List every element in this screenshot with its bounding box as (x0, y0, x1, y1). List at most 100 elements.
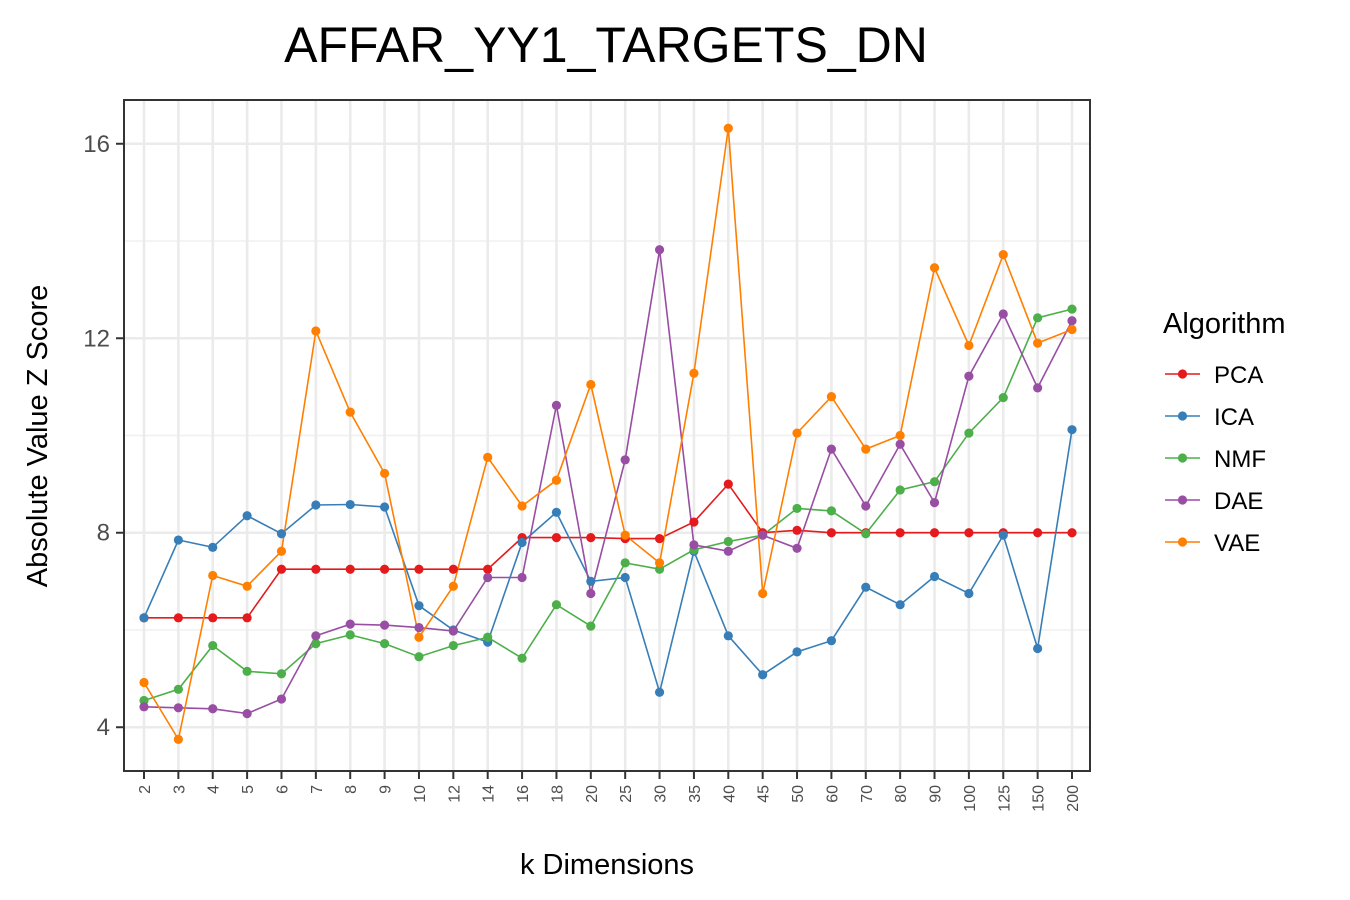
series-line-ica (143, 429, 1073, 696)
data-point-ica (929, 571, 940, 582)
data-point-nmf (895, 485, 905, 495)
legend-key-point-vae (1177, 537, 1188, 547)
x-tick-label: 70 (859, 785, 876, 803)
data-point-dae (826, 444, 837, 454)
data-point-nmf (208, 640, 218, 651)
data-point-pca (895, 528, 905, 538)
data-point-dae (998, 309, 1008, 319)
x-tick-label: 90 (928, 785, 945, 803)
chart-title: AFFAR_YY1_TARGETS_DN (284, 17, 928, 73)
x-tick-label: 125 (996, 785, 1013, 812)
x-tick-label: 25 (618, 785, 635, 803)
x-tick-label: 9 (378, 785, 395, 794)
data-point-ica (861, 582, 871, 592)
legend-label-ica: ICA (1214, 404, 1254, 431)
data-point-dae (964, 371, 974, 381)
data-point-pca (483, 564, 493, 574)
data-point-nmf (654, 564, 665, 574)
data-point-dae (929, 498, 940, 508)
x-tick-label: 50 (790, 785, 807, 803)
data-point-pca (723, 479, 733, 489)
data-point-ica (964, 588, 974, 599)
data-point-dae (620, 455, 630, 465)
data-point-pca (379, 564, 390, 574)
data-point-dae (654, 245, 665, 255)
x-tick-label: 3 (171, 785, 188, 794)
data-point-dae (792, 543, 802, 553)
data-point-nmf (826, 506, 837, 516)
data-point-vae (1067, 324, 1077, 335)
data-point-pca (586, 533, 596, 543)
x-tick-label: 5 (240, 785, 257, 794)
x-tick-label: 14 (481, 785, 498, 803)
data-point-ica (1067, 425, 1077, 435)
x-tick-label: 60 (824, 785, 841, 803)
data-point-ica (826, 636, 837, 646)
data-point-vae (414, 632, 424, 642)
data-point-ica (517, 537, 527, 548)
data-point-ica (998, 530, 1008, 540)
data-point-dae (586, 588, 596, 599)
series-line-vae (143, 128, 1073, 742)
x-tick-label: 150 (1031, 785, 1048, 812)
data-point-nmf (620, 558, 630, 568)
data-point-dae (379, 620, 390, 630)
data-point-dae (276, 694, 287, 704)
data-point-nmf (311, 639, 321, 649)
data-point-vae (586, 379, 596, 390)
data-point-nmf (586, 621, 596, 631)
data-point-vae (861, 444, 871, 454)
x-tick-label: 45 (756, 785, 773, 803)
legend-title: Algorithm (1163, 308, 1286, 340)
data-point-ica (758, 670, 768, 680)
data-point-pca (345, 564, 355, 574)
data-point-nmf (1033, 313, 1043, 323)
data-point-vae (758, 588, 768, 599)
grid-major (124, 100, 1090, 771)
x-tick-label: 8 (343, 785, 360, 794)
x-tick-label: 35 (687, 785, 704, 803)
x-tick-label: 16 (515, 785, 532, 803)
y-axis: 4 8 12 16 (83, 131, 124, 741)
x-tick-label: 100 (962, 785, 979, 812)
data-point-pca (654, 533, 665, 544)
data-point-vae (379, 468, 390, 479)
data-point-pca (276, 564, 287, 574)
x-axis-title: k Dimensions (520, 849, 694, 881)
x-tick-label: 4 (206, 785, 223, 794)
y-tick-label: 4 (97, 714, 110, 741)
x-tick-label: 40 (721, 785, 738, 803)
data-point-vae (551, 475, 562, 485)
data-point-pca (448, 564, 458, 574)
legend-key-point-pca (1177, 369, 1188, 379)
data-point-nmf (345, 630, 355, 640)
data-point-pca (414, 564, 424, 574)
grid-minor (124, 240, 1090, 631)
data-point-vae (173, 734, 183, 744)
data-point-ica (551, 507, 562, 517)
data-point-dae (895, 439, 905, 449)
data-point-vae (311, 326, 321, 336)
data-point-pca (551, 533, 562, 543)
x-tick-label: 18 (549, 785, 566, 803)
data-point-nmf (448, 640, 458, 651)
legend-label-dae: DAE (1214, 488, 1263, 515)
data-point-vae (964, 340, 974, 351)
data-point-nmf (723, 536, 733, 547)
data-point-vae (689, 368, 699, 378)
data-point-vae (654, 558, 665, 568)
data-point-ica (345, 499, 355, 510)
data-point-ica (139, 613, 149, 623)
data-point-pca (208, 613, 218, 623)
legend-label-nmf: NMF (1214, 446, 1266, 473)
data-point-nmf (139, 695, 149, 706)
data-point-vae (242, 581, 252, 591)
data-point-vae (792, 428, 802, 438)
data-point-nmf (379, 639, 390, 649)
x-tick-label: 7 (309, 785, 326, 794)
data-point-pca (311, 564, 321, 574)
x-axis: 2 3 4 5 6 7 8 9 10 12 14 16 18 20 25 30 35 40 45 50 60 70 80 90… (137, 771, 1082, 812)
data-point-ica (586, 576, 596, 586)
series-points (139, 123, 1077, 744)
